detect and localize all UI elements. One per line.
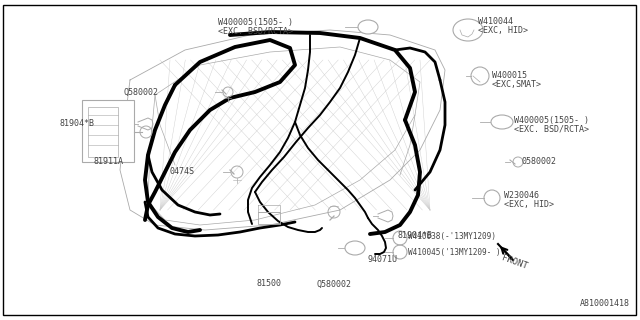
Text: <EXC. BSD/RCTA>: <EXC. BSD/RCTA> bbox=[514, 124, 589, 133]
Text: Q580002: Q580002 bbox=[123, 87, 158, 97]
FancyBboxPatch shape bbox=[82, 100, 134, 162]
Ellipse shape bbox=[345, 241, 365, 255]
Text: W400015: W400015 bbox=[492, 71, 527, 81]
Text: W410044: W410044 bbox=[478, 18, 513, 27]
Text: <EXC, HID>: <EXC, HID> bbox=[478, 27, 528, 36]
Text: 81911A: 81911A bbox=[93, 157, 123, 166]
Text: W410038(-'13MY1209): W410038(-'13MY1209) bbox=[408, 231, 496, 241]
Text: W230046: W230046 bbox=[504, 191, 539, 201]
Text: <EXC. BSD/RCTA>: <EXC. BSD/RCTA> bbox=[218, 27, 293, 36]
Ellipse shape bbox=[358, 20, 378, 34]
Text: 81904*B: 81904*B bbox=[60, 119, 95, 129]
Text: 81500: 81500 bbox=[257, 279, 282, 289]
Text: 94071U: 94071U bbox=[368, 255, 398, 265]
Ellipse shape bbox=[453, 19, 483, 41]
Text: Q580002: Q580002 bbox=[317, 279, 351, 289]
Text: 81904*B: 81904*B bbox=[398, 231, 433, 241]
Text: A810001418: A810001418 bbox=[580, 300, 630, 308]
Text: W400005(1505- ): W400005(1505- ) bbox=[514, 116, 589, 124]
Ellipse shape bbox=[491, 115, 513, 129]
FancyBboxPatch shape bbox=[88, 107, 118, 157]
Text: W400005(1505- ): W400005(1505- ) bbox=[218, 18, 293, 27]
Text: FRONT: FRONT bbox=[500, 253, 529, 271]
Text: <EXC,SMAT>: <EXC,SMAT> bbox=[492, 81, 542, 90]
Text: 0474S: 0474S bbox=[170, 167, 195, 177]
Text: <EXC, HID>: <EXC, HID> bbox=[504, 201, 554, 210]
Text: 0580002: 0580002 bbox=[522, 157, 557, 166]
Text: W410045('13MY1209- ): W410045('13MY1209- ) bbox=[408, 247, 500, 257]
